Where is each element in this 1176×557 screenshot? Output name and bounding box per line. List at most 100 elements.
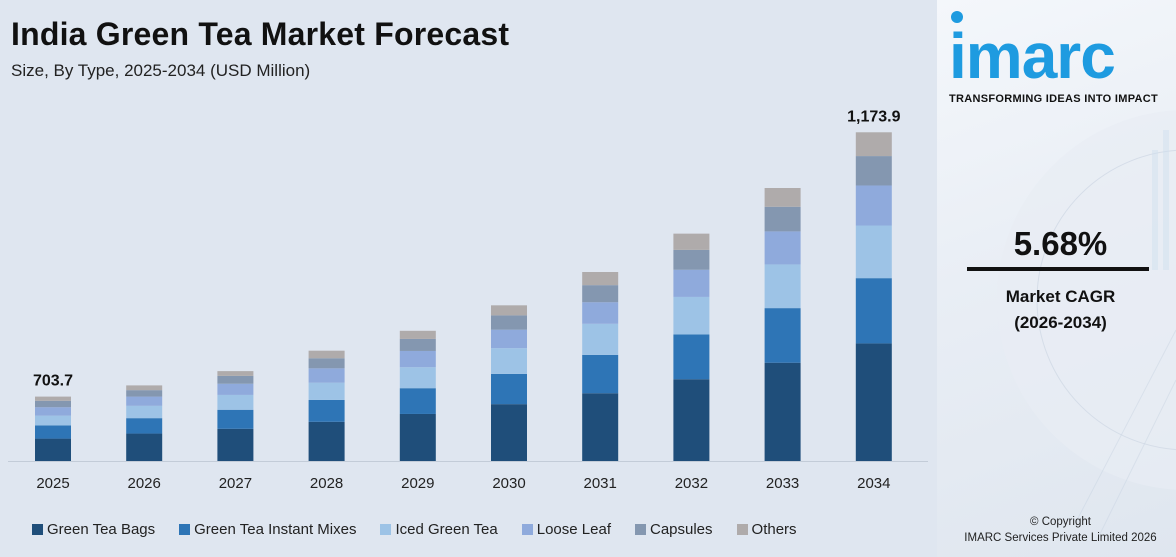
bar-segment-2034-green-tea-instant-mixes (855, 278, 892, 344)
copyright: © Copyright IMARC Services Private Limit… (937, 514, 1176, 546)
bar-segment-2033-green-tea-bags (764, 362, 801, 461)
bar-segment-2032-green-tea-bags (673, 379, 710, 461)
legend-item-green-tea-bags: Green Tea Bags (32, 521, 155, 538)
x-tick-label-2034: 2034 (857, 475, 890, 492)
bar-segment-2026-others (126, 385, 163, 391)
bar-segment-2031-green-tea-bags (582, 393, 619, 461)
bar-segment-2030-loose-leaf (491, 329, 527, 349)
x-tick-label-2028: 2028 (310, 475, 343, 492)
legend-label: Others (751, 520, 797, 538)
cagr-label: Market CAGR (1005, 287, 1116, 306)
cagr-value: 5.68% (1013, 225, 1108, 262)
bar-segment-2027-capsules (217, 375, 254, 384)
bar-segment-2029-green-tea-bags (399, 413, 436, 461)
x-tick-label-2029: 2029 (401, 475, 434, 492)
bar-segment-2031-loose-leaf (582, 302, 619, 324)
logo-dot-icon (951, 11, 963, 23)
x-tick-label-2026: 2026 (128, 475, 161, 492)
bar-segment-2028-others (308, 350, 345, 359)
legend-swatch (634, 523, 646, 535)
bar-segment-2028-green-tea-bags (308, 421, 345, 461)
chart-title: India Green Tea Market Forecast (11, 16, 510, 52)
side-panel: imarc TRANSFORMING IDEAS INTO IMPACT 5.6… (937, 0, 1176, 557)
bar-segment-2033-iced-green-tea (764, 264, 801, 309)
bar-segment-2026-capsules (126, 390, 163, 397)
bar-segment-2032-green-tea-instant-mixes (673, 334, 710, 380)
logo-wordmark: imarc (949, 20, 1116, 92)
x-tick-label-2030: 2030 (492, 475, 525, 492)
bar-segment-2033-green-tea-instant-mixes (764, 308, 801, 363)
legend-label: Green Tea Bags (47, 520, 156, 538)
bar-segment-2032-capsules (673, 249, 710, 270)
bar-segment-2025-loose-leaf (35, 407, 71, 416)
legend-swatch (736, 523, 748, 535)
bar-segment-2031-iced-green-tea (582, 323, 619, 355)
chart-legend: Green Tea Bags Green Tea Instant Mixes Ice… (32, 519, 821, 539)
data-label-2025: 703.7 (33, 373, 73, 390)
background-chart-graphic (997, 110, 1176, 541)
bar-segment-2034-iced-green-tea (855, 225, 892, 279)
bar-segment-2033-capsules (764, 206, 801, 232)
bar-segment-2028-iced-green-tea (308, 382, 345, 400)
chart-panel: India Green Tea Market Forecast Size, By… (8, 16, 928, 539)
cagr-divider (967, 267, 1149, 271)
bar-segment-2031-capsules (582, 285, 619, 303)
bar-segment-2030-capsules (491, 315, 527, 330)
x-tick-label-2025: 2025 (36, 475, 69, 492)
bar-segment-2031-green-tea-instant-mixes (582, 354, 619, 394)
bar-segment-2025-green-tea-instant-mixes (35, 425, 71, 439)
bar-segment-2033-others (764, 188, 801, 207)
legend-swatch (32, 523, 43, 535)
bar-segment-2025-others (35, 396, 71, 401)
legend-swatch (179, 523, 191, 535)
x-tick-label-2027: 2027 (219, 475, 252, 492)
bar-segment-2028-capsules (308, 358, 345, 369)
bar-segment-2027-others (217, 371, 254, 376)
bar-segment-2029-green-tea-instant-mixes (399, 388, 436, 414)
legend-label: Green Tea Instant Mixes (194, 520, 357, 538)
bar-segment-2030-iced-green-tea (491, 348, 527, 374)
stacked-bar-chart: 2025 703.7 2026 2027 2028 2029 2030 2031 2032 203… (8, 108, 928, 492)
legend-item-loose-leaf: Loose Leaf (521, 521, 611, 538)
bar-segment-2025-capsules (35, 400, 71, 408)
bar-segment-2025-green-tea-bags (35, 438, 71, 461)
legend-item-green-tea-instant-mixes: Green Tea Instant Mixes (179, 521, 356, 538)
bar-segment-2026-green-tea-bags (126, 433, 163, 461)
legend-item-others: Others (736, 520, 797, 538)
bar-segment-2032-loose-leaf (673, 269, 710, 297)
bar-segment-2028-loose-leaf (308, 368, 345, 383)
data-label-2034: 1,173.9 (847, 108, 900, 125)
logo-tagline: TRANSFORMING IDEAS INTO IMPACT (949, 93, 1159, 105)
bar-segment-2034-others (855, 132, 892, 157)
bar-segment-2026-iced-green-tea (126, 405, 163, 419)
bar-segment-2031-others (582, 272, 619, 286)
imarc-logo: imarc TRANSFORMING IDEAS INTO IMPACT (949, 10, 1171, 110)
bar-segment-2029-capsules (399, 338, 436, 351)
bar-segment-2030-others (491, 305, 527, 316)
bar-segment-2027-green-tea-instant-mixes (217, 409, 254, 429)
chart-subtitle: Size, By Type, 2025-2034 (USD Million) (11, 61, 311, 80)
bar-segment-2029-loose-leaf (399, 350, 436, 368)
bar-segment-2026-loose-leaf (126, 396, 163, 406)
legend-label: Iced Green Tea (395, 520, 498, 538)
bar-segment-2034-green-tea-bags (855, 343, 892, 461)
bar-segment-2027-green-tea-bags (217, 428, 254, 461)
bar-segment-2032-iced-green-tea (673, 296, 710, 335)
bar-segment-2034-loose-leaf (855, 185, 892, 226)
bar-segment-2027-loose-leaf (217, 383, 254, 395)
legend-item-iced-green-tea: Iced Green Tea (380, 520, 498, 538)
bar-segment-2029-others (399, 330, 436, 339)
x-tick-label-2032: 2032 (675, 475, 708, 492)
bar-segment-2026-green-tea-instant-mixes (126, 418, 163, 434)
bar-segment-2033-loose-leaf (764, 231, 801, 265)
bar-segment-2032-others (673, 233, 710, 250)
cagr-period: (2026-2034) (1014, 313, 1107, 332)
bar-segment-2034-capsules (855, 156, 892, 186)
bar-segment-2027-iced-green-tea (217, 394, 254, 410)
x-tick-label-2031: 2031 (584, 475, 617, 492)
bar-segment-2030-green-tea-instant-mixes (491, 373, 527, 405)
x-tick-label-2033: 2033 (766, 475, 799, 492)
copyright-line-2: IMARC Services Private Limited 2026 (964, 532, 1157, 544)
bar-segment-2028-green-tea-instant-mixes (308, 399, 345, 422)
copyright-line-1: © Copyright (1030, 516, 1091, 528)
